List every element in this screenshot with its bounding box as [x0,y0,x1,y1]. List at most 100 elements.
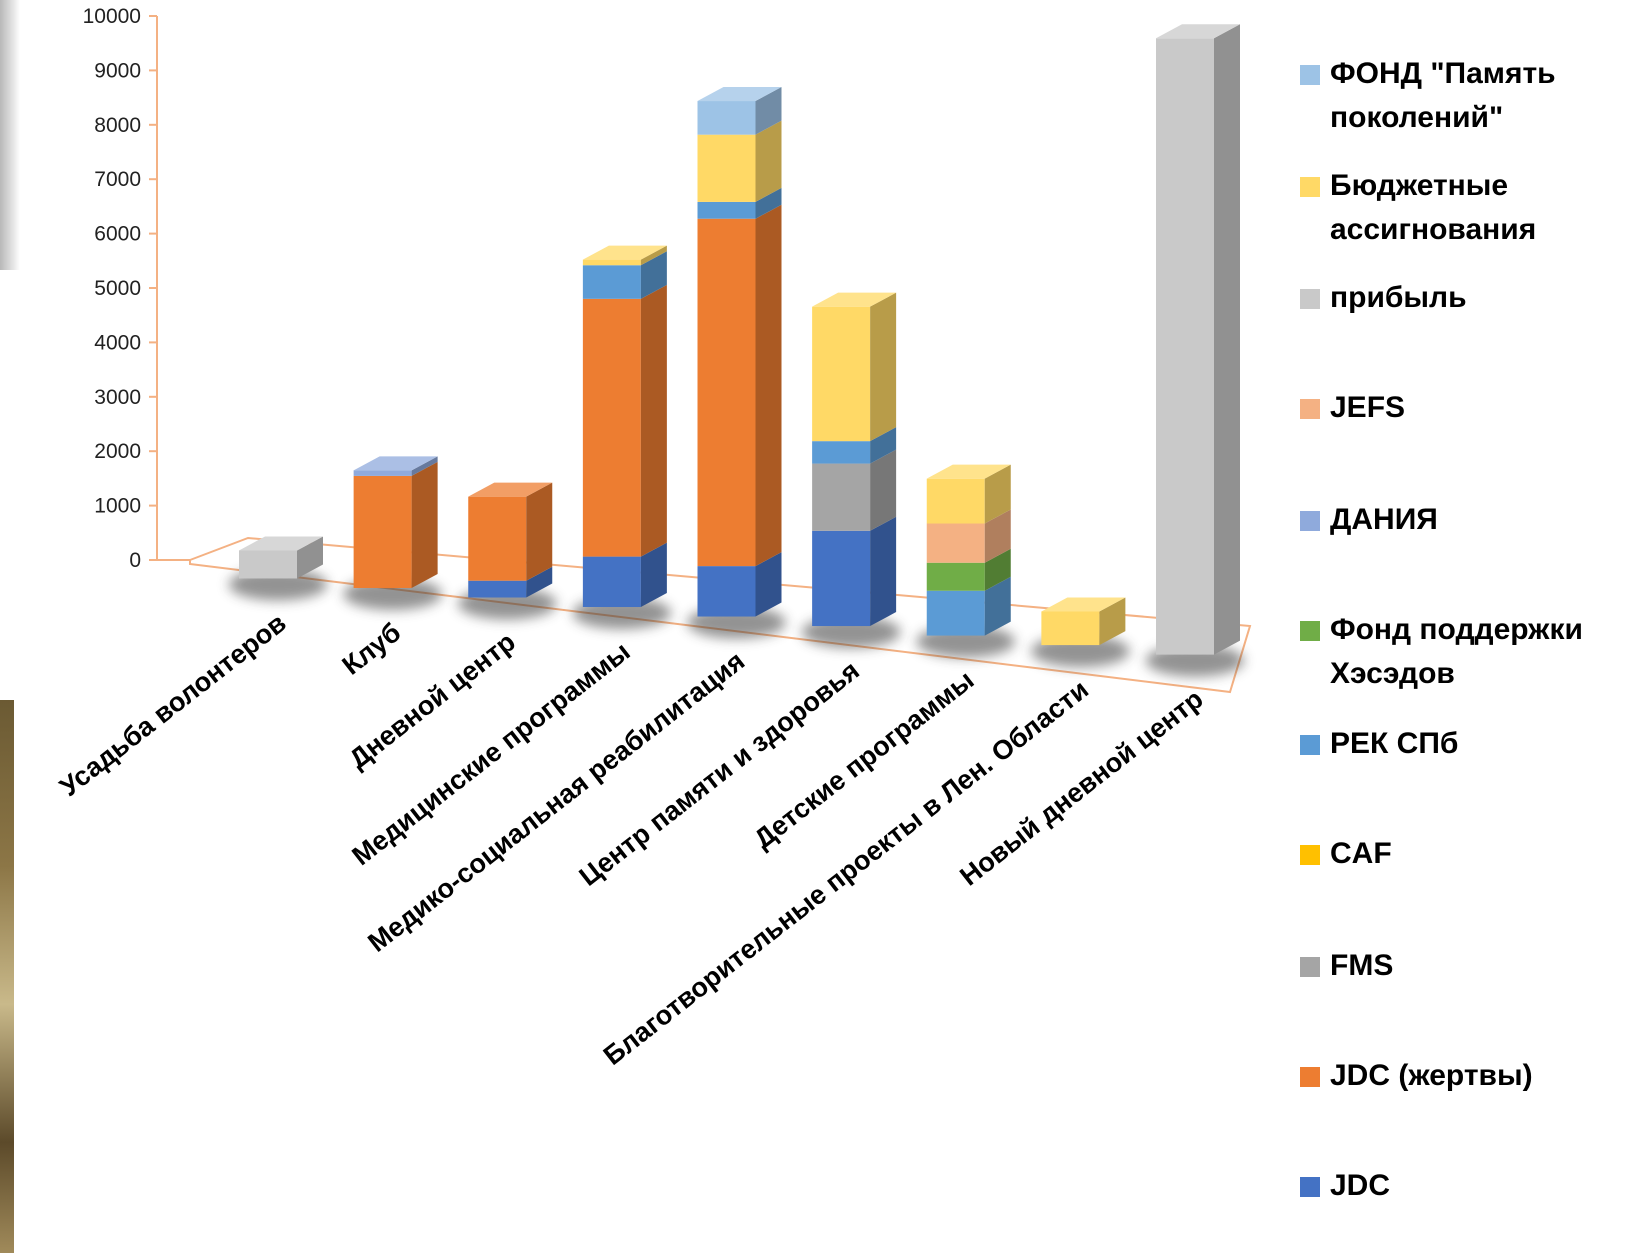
bar-segment-front [697,201,756,219]
bar-top-face [926,464,1011,479]
bar-top-face [582,245,667,260]
legend-label: JDC (жертвы) [1330,1059,1533,1092]
bar-segment-side [870,516,897,627]
bar-top-face [239,536,323,551]
y-tick-label: 9000 [94,59,141,82]
legend-item: CAF [1300,832,1633,876]
legend-item: Фонд поддержки Хэсэдов [1300,608,1633,696]
bar-segment-side [870,427,897,464]
bar-segment-side [640,284,667,557]
bar-segment-side [755,87,782,135]
legend-label: ФОНД "Память поколений" [1330,57,1556,134]
legend-label: CAF [1330,837,1392,870]
x-tick-label: Детские программы [748,665,979,855]
bar-segment-side [870,449,897,531]
bar-segment-front [353,475,412,588]
y-tick-label: 10000 [83,5,141,28]
bar-segment-front [582,556,641,608]
bar-segment-front [697,134,756,202]
bar-segment-side [526,482,553,581]
legend-label: прибыль [1330,281,1467,314]
bar-segment-front [697,566,756,617]
legend-item: JDC [1300,1164,1633,1208]
bar-segment-front [926,523,985,563]
y-tick-label: 8000 [94,114,141,137]
bar-segment-front [926,590,985,636]
bar-segment-front [812,306,871,442]
bar-segment-side [640,251,667,299]
bar-segment-front [1156,38,1214,655]
legend-item: FMS [1300,944,1633,988]
bar-segment-side [984,548,1011,591]
bars-layer [239,24,1240,655]
x-tick-label: Благотворительные проекты в Лен. Области [598,674,1094,1071]
bar-segment-side [297,536,323,579]
y-tick-label: 0 [129,549,141,572]
x-tick-label: Клуб [337,617,407,681]
legend-item: JDC (жертвы) [1300,1054,1633,1098]
bar-segment-side [984,464,1011,524]
bar-segment-front [812,441,871,464]
legend-item: JEFS [1300,386,1633,430]
bar-segment-side [755,120,782,202]
y-tick-label: 4000 [94,331,141,354]
legend-label: Бюджетные ассигнования [1330,169,1537,246]
legend-swatch [1300,289,1320,309]
legend-swatch [1300,511,1320,531]
bar-segment-front [697,218,756,567]
bar-segment-side [870,292,897,442]
legend-item: прибыль [1300,276,1633,320]
y-tick-label: 2000 [94,440,141,463]
legend-item: РЕК СПб [1300,722,1633,766]
y-tick-label: 6000 [94,223,141,246]
bar-top-face [353,456,438,471]
bar-segment-side [755,187,782,219]
bar-segment-side [984,509,1011,563]
y-tick-label: 1000 [94,495,141,518]
legend-item: ДАНИЯ [1300,498,1633,542]
bar-top-face [697,87,782,102]
bar-segment-front [468,496,527,581]
legend-swatch [1300,621,1320,641]
bar-segment-side [984,576,1011,636]
legend-item: ФОНД "Память поколений" [1300,52,1633,140]
bar-segment-side [526,566,553,598]
bar-segment-side [755,552,782,617]
background-photo-fragment-top [0,0,20,270]
legend-swatch [1300,845,1320,865]
legend-swatch [1300,65,1320,85]
legend-swatch [1300,399,1320,419]
legend-swatch [1300,1067,1320,1087]
bar-segment-front [812,530,871,627]
bar-segment-front [812,463,871,531]
legend-item: Бюджетные ассигнования [1300,164,1633,252]
bar-segment-front [353,470,412,476]
bar-top-face [468,482,553,497]
bar-segment-front [582,298,641,557]
bar-segment-side [640,245,667,266]
legend-label: JDC [1330,1169,1391,1202]
y-tick-label: 3000 [94,386,141,409]
legend-label: FMS [1330,949,1394,982]
y-tick-label: 7000 [94,168,141,191]
bar-segment-front [926,562,985,591]
legend-swatch [1300,957,1320,977]
legend-swatch [1300,1177,1320,1197]
legend-swatch [1300,177,1320,197]
bar-segment-front [582,259,641,266]
bar-segment-side [640,542,667,608]
legend-label: JEFS [1330,391,1406,424]
x-tick-label: Усадьба волонтеров [54,608,291,803]
bar-segment-front [697,101,756,135]
x-tick-label: Новый дневной центр [954,684,1208,892]
legend-label: РЕК СПб [1330,727,1459,760]
bar-segment-front [926,478,985,524]
bar-segment-front [239,550,297,579]
bar-segment-side [1099,597,1126,646]
legend-swatch [1300,735,1320,755]
legend-label: Фонд поддержки Хэсэдов [1330,613,1583,690]
bar-segment-side [411,461,438,588]
bar-segment-front [468,580,527,598]
